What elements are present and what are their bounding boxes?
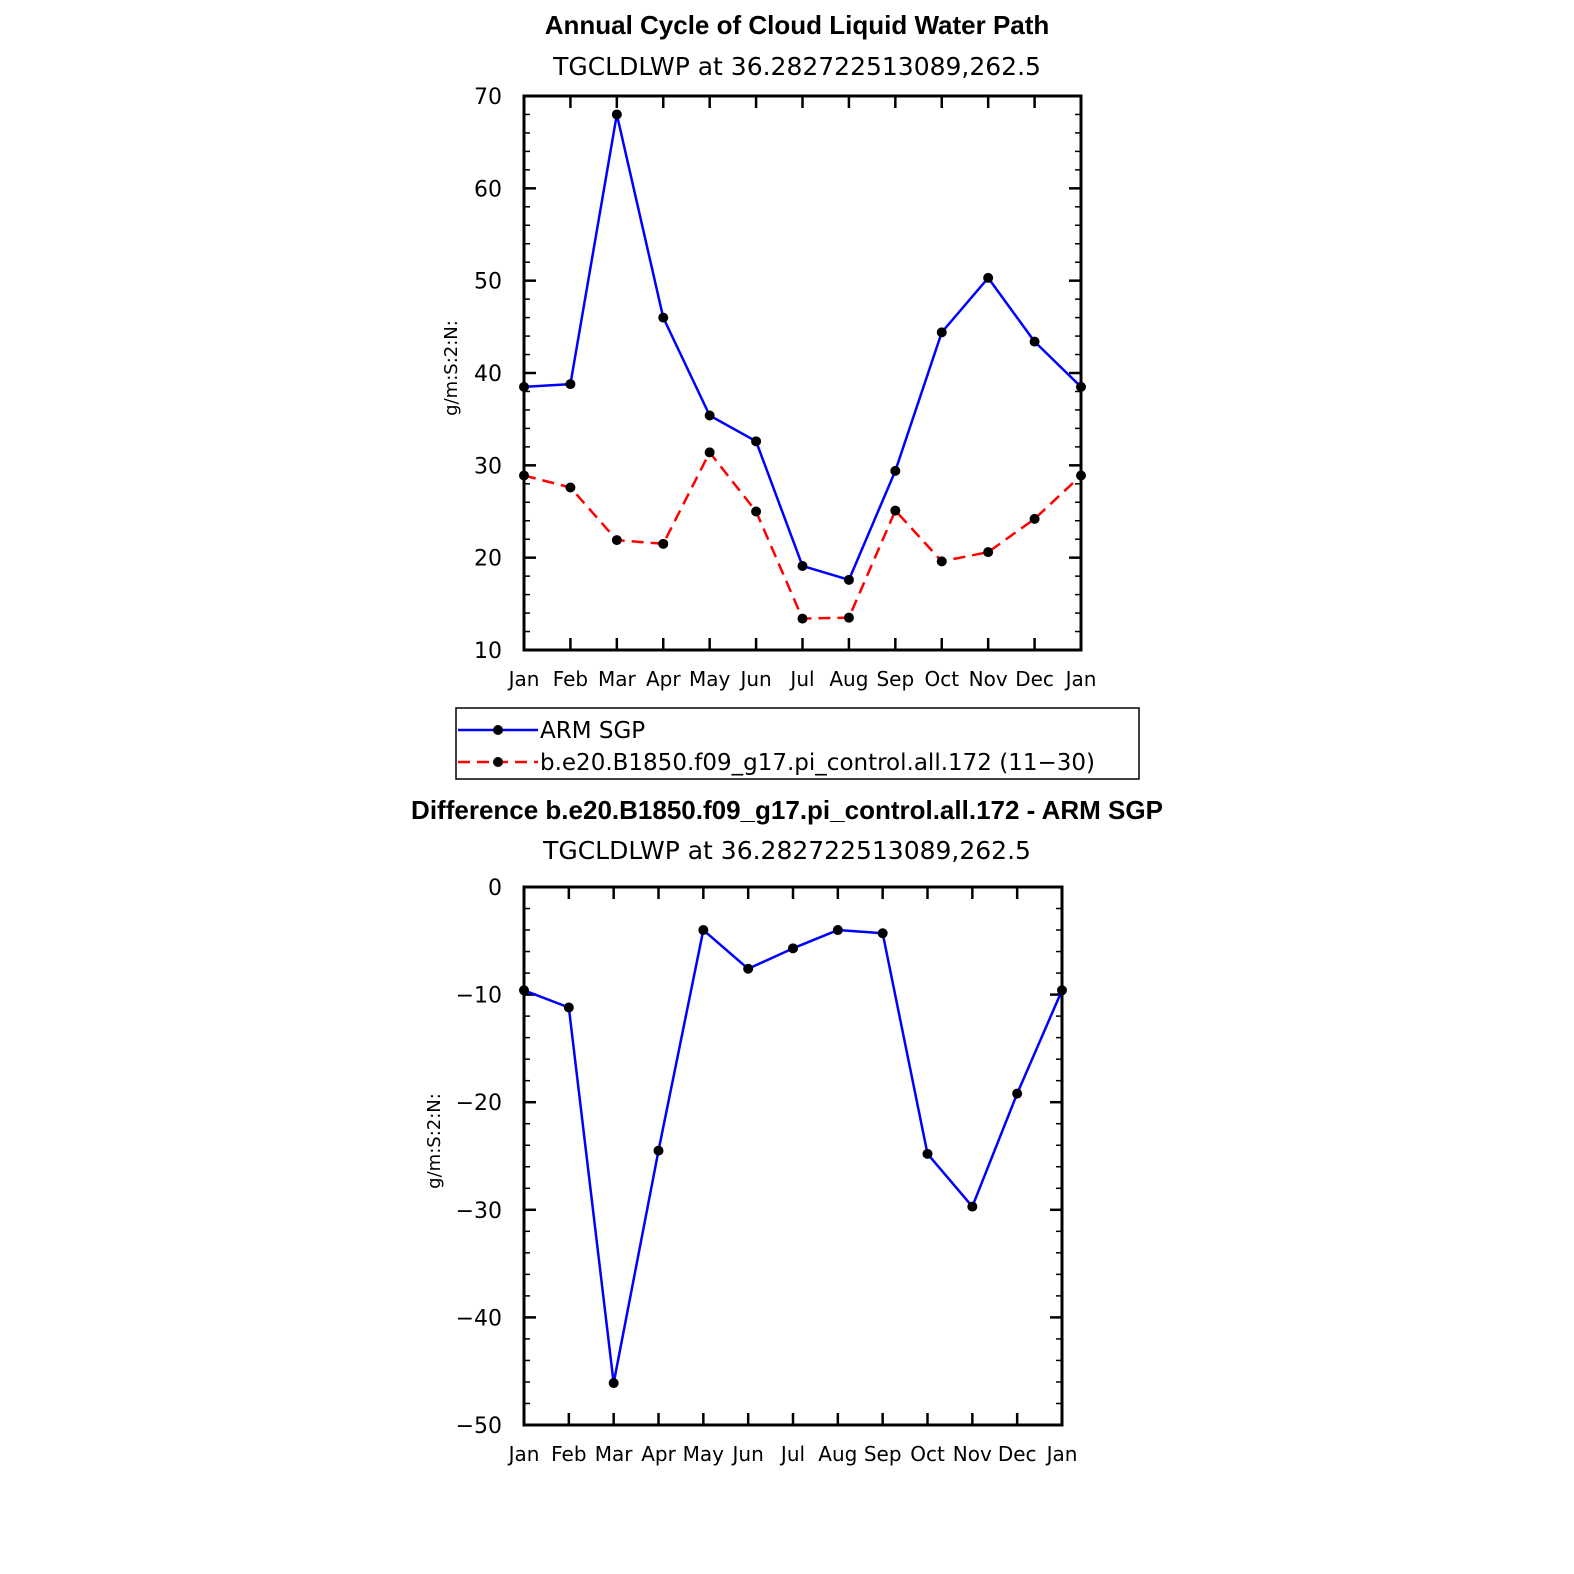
bottom-series-0-point: [922, 1148, 933, 1159]
bottom-chart-subtitle: TGCLDLWP at 36.282722513089,262.5: [542, 836, 1031, 865]
top-x-tick-label: Aug: [829, 667, 868, 691]
top-series-0-point: [519, 381, 529, 392]
bottom-series-0-point: [877, 928, 888, 939]
top-series-0-line: [523, 113, 1082, 582]
legend: ARM SGP b.e20.B1850.f09_g17.pi_control.a…: [455, 707, 1140, 780]
top-chart-title: Annual Cycle of Cloud Liquid Water Path: [545, 10, 1050, 40]
bottom-x-tick-label: Sep: [864, 1442, 902, 1466]
top-series-0-point: [658, 312, 669, 323]
top-series-1-point: [890, 505, 901, 516]
bottom-y-tick-label: −40: [456, 1306, 502, 1331]
top-chart-subtitle: TGCLDLWP at 36.282722513089,262.5: [552, 52, 1041, 81]
bottom-series-0-point: [563, 1002, 574, 1013]
top-series-0-point: [704, 410, 715, 421]
bottom-x-tick-label: Jan: [1045, 1442, 1078, 1466]
top-x-tick-label: Jun: [738, 667, 771, 691]
top-y-tick-label: 30: [474, 454, 502, 479]
top-series-1-point: [611, 535, 622, 546]
bottom-x-tick-label: Oct: [910, 1442, 945, 1466]
bottom-y-tick-label: −20: [456, 1091, 502, 1116]
bottom-x-tick-label: Nov: [953, 1442, 992, 1466]
top-series-1-point: [704, 447, 715, 458]
bottom-series-0-point: [653, 1145, 664, 1156]
top-series-0-point: [751, 436, 762, 447]
top-series-1-point: [658, 538, 669, 549]
legend-marker-arm-sgp: [493, 725, 503, 735]
bottom-x-tick-label: Jun: [731, 1442, 764, 1466]
top-series-1-point: [751, 506, 762, 517]
top-series-1-point: [843, 612, 854, 623]
legend-label-model: b.e20.B1850.f09_g17.pi_control.all.172 (…: [540, 750, 1095, 776]
bottom-plot-frame: [522, 885, 1064, 1427]
top-y-tick-label: 10: [474, 639, 502, 664]
bottom-plot-area: −50 −40 −30 −20 −10 0 Jan Feb Mar Apr May Jun Jul Aug…: [456, 876, 1078, 1466]
top-series-0-point: [1029, 336, 1040, 347]
legend-marker-model: [493, 757, 503, 767]
bottom-y-axis-label: g/m:S:2:N:: [424, 1093, 445, 1189]
legend-box: [455, 707, 1140, 780]
top-x-tick-label: Feb: [553, 667, 588, 691]
top-x-tick-label: Apr: [646, 667, 681, 691]
bottom-series-0-point: [788, 943, 798, 954]
top-series-0-point: [611, 109, 622, 120]
top-series-1-point: [936, 556, 947, 567]
bottom-series-0-point: [832, 925, 843, 936]
top-y-tick-label: 40: [474, 362, 502, 387]
top-series-0-point: [890, 465, 901, 476]
top-series-1-point: [797, 613, 808, 624]
bottom-series-0-point: [698, 925, 709, 936]
top-x-tick-label: May: [689, 667, 731, 691]
top-x-tick-label: Jan: [507, 667, 540, 691]
top-series-1-point: [1029, 513, 1040, 524]
bottom-y-tick-label: 0: [488, 876, 502, 901]
bottom-series-0-point: [967, 1201, 978, 1212]
bottom-chart-title: Difference b.e20.B1850.f09_g17.pi_contro…: [411, 795, 1163, 825]
top-series-1-point: [565, 482, 576, 493]
top-x-tick-label: Oct: [924, 667, 959, 691]
top-plot-area: 10 20 30 40 50 60 70 Jan Feb Mar Apr May Jun Jul Aug Se…: [474, 85, 1096, 691]
bottom-x-tick-label: Feb: [551, 1442, 586, 1466]
bottom-series-0-point: [608, 1378, 619, 1389]
top-y-tick-label: 50: [474, 270, 502, 295]
top-y-axis-label: g/m:S:2:N:: [441, 320, 462, 416]
bottom-x-tick-label: Aug: [818, 1442, 857, 1466]
top-series-0-point: [983, 272, 994, 283]
bottom-series-0-line: [523, 928, 1064, 1385]
bottom-y-tick-label: −30: [456, 1199, 502, 1224]
top-y-tick-label: 70: [474, 85, 502, 110]
bottom-x-tick-label: May: [683, 1442, 725, 1466]
bottom-x-tick-label: Jul: [779, 1442, 805, 1466]
top-series-0-point: [797, 560, 808, 571]
top-series-1-point: [1076, 470, 1086, 481]
top-x-tick-label: Jul: [788, 667, 814, 691]
top-x-tick-label: Jan: [1064, 667, 1097, 691]
top-series-0-point: [1076, 381, 1086, 392]
bottom-series-0-point: [743, 963, 754, 974]
top-y-tick-label: 60: [474, 177, 502, 202]
bottom-y-tick-label: −10: [456, 984, 502, 1009]
top-series-1-point: [983, 547, 994, 558]
bottom-x-tick-label: Jan: [507, 1442, 540, 1466]
bottom-y-tick-label: −50: [456, 1414, 502, 1439]
legend-label-arm-sgp: ARM SGP: [540, 718, 645, 744]
top-series-1-line: [523, 451, 1082, 620]
top-y-tick-label: 20: [474, 547, 502, 572]
top-series-0-point: [936, 327, 947, 338]
bottom-series-0-point: [1012, 1088, 1023, 1099]
bottom-x-tick-label: Dec: [998, 1442, 1037, 1466]
top-x-tick-label: Sep: [876, 667, 914, 691]
bottom-x-tick-label: Mar: [595, 1442, 634, 1466]
top-series-0-point: [843, 574, 854, 585]
top-series-0-point: [565, 379, 576, 390]
top-series-1-point: [519, 470, 529, 481]
bottom-series-0-point: [519, 985, 529, 996]
top-x-tick-label: Nov: [969, 667, 1008, 691]
bottom-series-0-point: [1057, 985, 1067, 996]
top-x-tick-label: Dec: [1015, 667, 1054, 691]
bottom-x-tick-label: Apr: [641, 1442, 676, 1466]
top-x-tick-label: Mar: [598, 667, 637, 691]
